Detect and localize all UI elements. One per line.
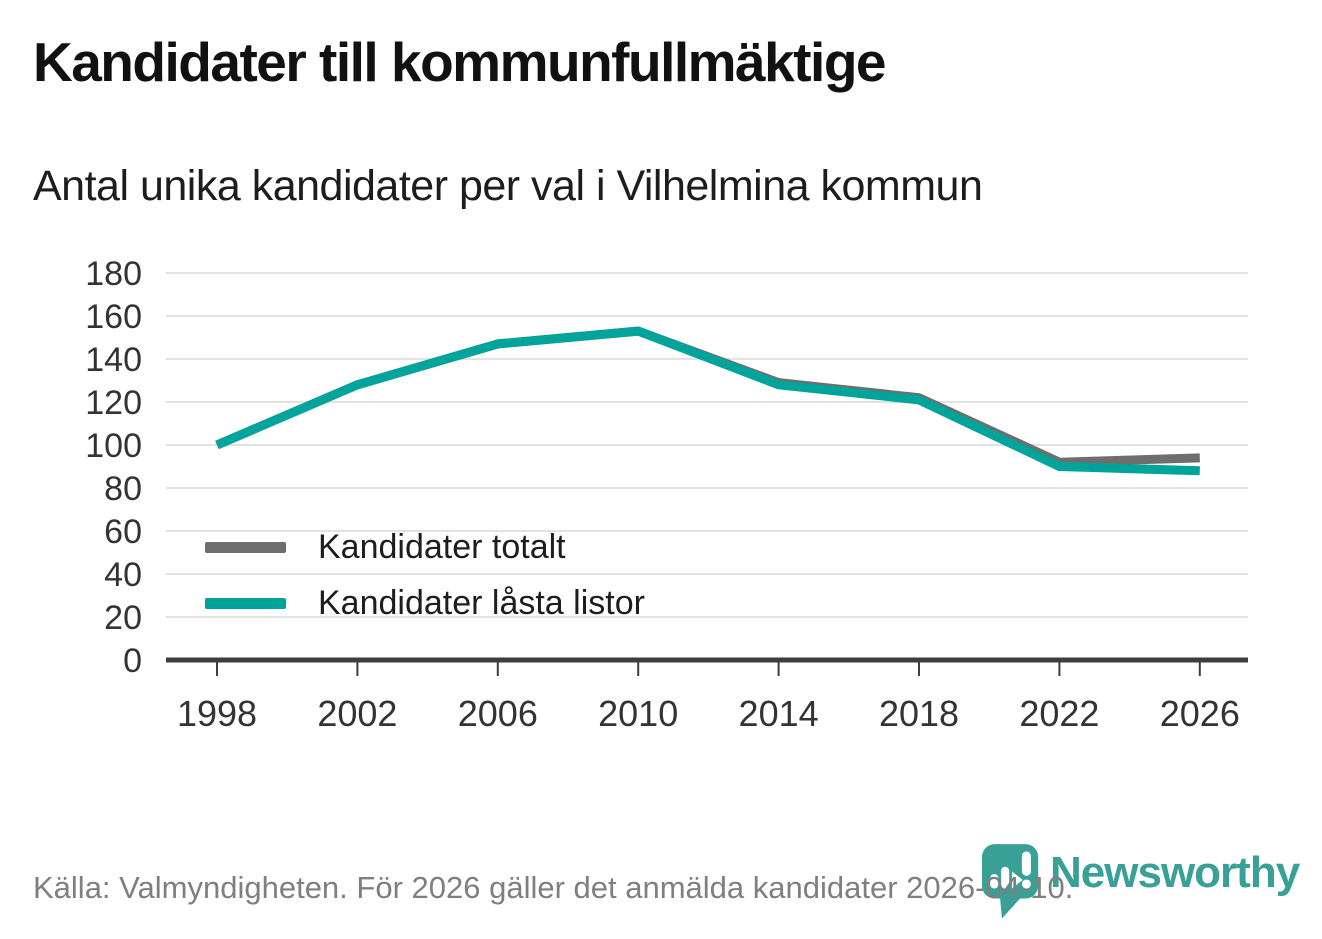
svg-text:140: 140 xyxy=(85,341,142,379)
svg-text:160: 160 xyxy=(85,298,142,336)
svg-text:80: 80 xyxy=(104,470,142,508)
svg-text:2014: 2014 xyxy=(739,693,819,734)
page-title: Kandidater till kommunfullmäktige xyxy=(33,31,887,93)
chart-subtitle: Antal unika kandidater per val i Vilhelm… xyxy=(33,162,983,210)
svg-text:40: 40 xyxy=(104,556,142,594)
source-attribution: Källa: Valmyndigheten. För 2026 gäller d… xyxy=(33,870,1074,905)
svg-text:180: 180 xyxy=(85,255,142,293)
svg-text:20: 20 xyxy=(104,599,142,637)
svg-text:2010: 2010 xyxy=(598,693,678,734)
legend-swatch-teal-line xyxy=(205,597,286,609)
legend-item-kandidater-lasta-listor: Kandidater låsta listor xyxy=(205,580,645,626)
svg-text:2002: 2002 xyxy=(317,693,397,734)
series-line-kandidater-totalt xyxy=(215,326,1200,467)
svg-text:2018: 2018 xyxy=(879,693,959,734)
legend-swatch-gray-line xyxy=(205,541,286,553)
svg-text:2026: 2026 xyxy=(1160,693,1240,734)
legend-label: Kandidater totalt xyxy=(318,527,566,566)
svg-text:120: 120 xyxy=(85,384,142,422)
svg-text:100: 100 xyxy=(85,427,142,465)
svg-text:2006: 2006 xyxy=(458,693,538,734)
svg-text:60: 60 xyxy=(104,513,142,551)
chart-legend: Kandidater totalt Kandidater låsta listo… xyxy=(205,524,645,636)
newsworthy-pin-barchart-icon xyxy=(982,844,1039,919)
x-axis-labels: 1998 2002 2006 2010 2014 2018 2022 2026 xyxy=(177,693,1240,734)
svg-text:2022: 2022 xyxy=(1019,693,1099,734)
newsworthy-logo: Newsworthy xyxy=(982,844,1300,924)
y-axis-labels: 0 20 40 60 80 100 120 140 160 180 xyxy=(85,255,142,680)
svg-text:1998: 1998 xyxy=(177,693,257,734)
newsworthy-wordmark: Newsworthy xyxy=(1050,848,1300,897)
series-line-kandidater-l-sta-listor xyxy=(215,326,1200,476)
legend-label: Kandidater låsta listor xyxy=(318,583,645,622)
x-axis-ticks xyxy=(216,662,1201,676)
legend-item-kandidater-totalt: Kandidater totalt xyxy=(205,524,645,570)
svg-text:0: 0 xyxy=(123,642,142,680)
